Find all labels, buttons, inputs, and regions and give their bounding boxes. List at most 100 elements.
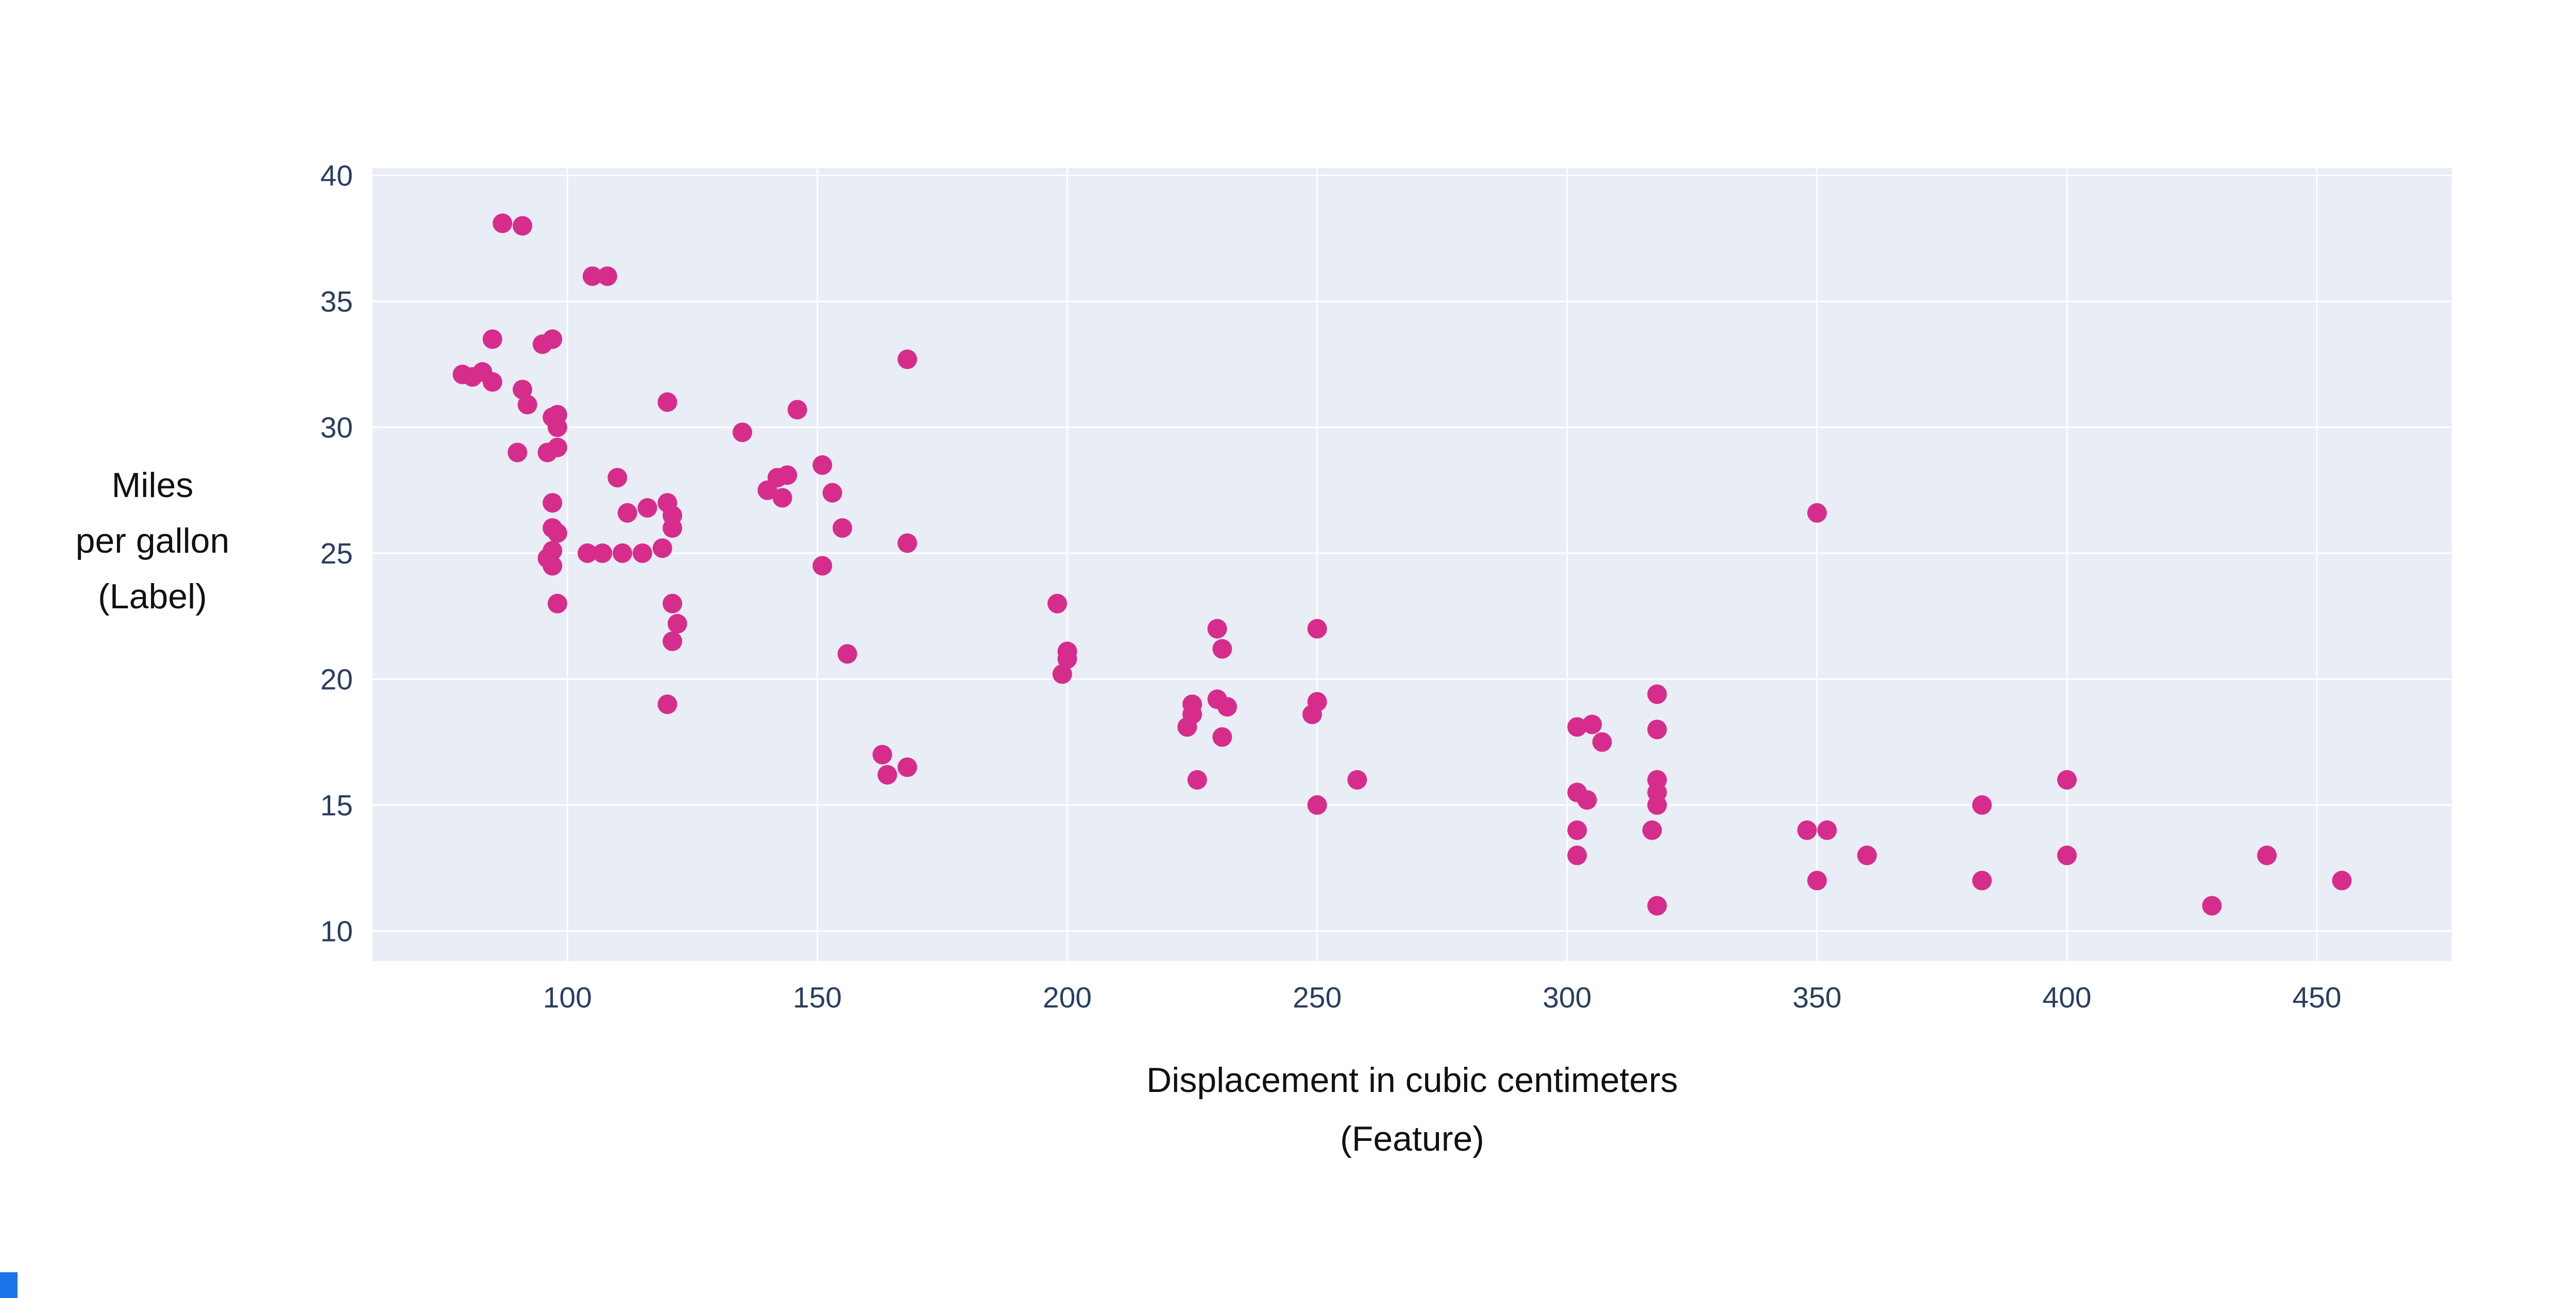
bottom-left-accent-bar — [0, 1272, 18, 1298]
scatter-point — [657, 392, 677, 412]
y-tick-label: 30 — [320, 412, 353, 445]
scatter-point — [1797, 820, 1817, 840]
x-tick-label: 300 — [1543, 981, 1591, 1014]
plot-background — [372, 168, 2452, 961]
scatter-point — [1857, 845, 1877, 865]
scatter-point — [637, 498, 657, 518]
scatter-point — [1217, 697, 1238, 717]
y-tick-label: 10 — [320, 915, 353, 948]
scatter-point — [1187, 770, 1207, 790]
scatter-point — [1647, 896, 1667, 916]
scatter-point — [513, 380, 533, 400]
scatter-point — [592, 543, 613, 563]
scatter-point — [2057, 770, 2077, 790]
y-tick-label: 25 — [320, 537, 353, 570]
scatter-point — [1577, 790, 1597, 810]
x-tick-label: 350 — [1792, 981, 1841, 1014]
scatter-point — [812, 556, 833, 576]
scatter-point — [482, 329, 502, 349]
y-axis-title-line-2: per gallon — [75, 521, 230, 560]
x-axis-title-line-1: Displacement in cubic centimeters — [1146, 1061, 1678, 1100]
x-tick-label: 250 — [1293, 981, 1342, 1014]
y-axis-title: Miles per gallon (Label) — [8, 457, 297, 624]
scatter-point — [1052, 664, 1072, 684]
scatter-point — [663, 593, 683, 613]
scatter-point — [897, 757, 918, 777]
scatter-point — [897, 533, 918, 553]
scatter-point — [543, 493, 563, 513]
scatter-point — [787, 400, 807, 420]
scatter-point — [1972, 795, 1992, 815]
scatter-point — [1647, 795, 1667, 815]
y-tick-label: 20 — [320, 663, 353, 696]
scatter-point — [547, 593, 567, 613]
scatter-point — [1817, 820, 1837, 840]
scatter-point — [1567, 717, 1587, 737]
scatter-point — [872, 745, 892, 765]
scatter-point — [1047, 593, 1067, 613]
scatter-point — [617, 503, 637, 523]
scatter-point — [1647, 684, 1667, 704]
scatter-point — [517, 395, 537, 415]
scatter-point — [597, 266, 617, 286]
scatter-point — [1207, 619, 1227, 639]
scatter-point — [547, 437, 567, 457]
scatter-point — [2057, 845, 2077, 865]
x-tick-label: 100 — [543, 981, 592, 1014]
scatter-point — [482, 372, 502, 392]
x-tick-label: 450 — [2292, 981, 2341, 1014]
x-tick-label: 150 — [793, 981, 842, 1014]
scatter-point — [663, 631, 683, 652]
scatter-point — [1307, 619, 1327, 639]
scatter-point — [543, 329, 563, 349]
scatter-point — [663, 518, 683, 538]
scatter-point — [547, 405, 567, 425]
scatter-point — [578, 543, 598, 563]
scatter-point — [607, 468, 628, 488]
x-axis-title-line-2: (Feature) — [1340, 1119, 1484, 1158]
scatter-point — [513, 216, 533, 236]
scatter-point — [837, 644, 857, 664]
scatter-point — [1592, 732, 1612, 752]
scatter-point — [2257, 845, 2277, 865]
scatter-point — [772, 488, 792, 508]
scatter-point — [652, 538, 672, 558]
scatter-point — [1212, 639, 1232, 659]
y-axis-title-line-1: Miles — [111, 466, 194, 505]
scatter-point — [543, 556, 563, 576]
x-axis-title: Displacement in cubic centimeters (Featu… — [372, 1051, 2452, 1168]
scatter-point — [667, 613, 687, 634]
scatter-point — [1307, 795, 1327, 815]
scatter-point — [657, 694, 677, 714]
scatter-point — [2202, 896, 2222, 916]
scatter-point — [877, 765, 897, 785]
scatter-point — [1642, 820, 1662, 840]
scatter-point — [1347, 770, 1367, 790]
scatter-point — [613, 543, 633, 563]
scatter-point — [632, 543, 652, 563]
scatter-point — [1212, 727, 1232, 747]
scatter-point — [507, 442, 528, 463]
scatter-point — [547, 523, 567, 543]
scatter-point — [1972, 870, 1992, 891]
scatter-point — [1807, 870, 1827, 891]
x-tick-label: 200 — [1043, 981, 1092, 1014]
y-tick-label: 40 — [320, 160, 353, 193]
scatter-point — [1582, 714, 1602, 735]
scatter-point — [493, 213, 513, 233]
scatter-point — [897, 349, 918, 369]
x-tick-label: 400 — [2042, 981, 2091, 1014]
scatter-point — [2332, 870, 2352, 891]
scatter-point — [1647, 720, 1667, 740]
scatter-point — [1057, 649, 1077, 669]
y-axis-title-line-3: (Label) — [98, 577, 207, 616]
scatter-point — [1807, 503, 1827, 523]
scatter-point — [1177, 717, 1197, 737]
scatter-point — [732, 422, 752, 442]
scatter-point — [812, 455, 833, 475]
y-tick-label: 15 — [320, 789, 353, 822]
scatter-point — [543, 541, 563, 561]
scatter-point — [582, 266, 602, 286]
scatter-point — [1567, 845, 1587, 865]
